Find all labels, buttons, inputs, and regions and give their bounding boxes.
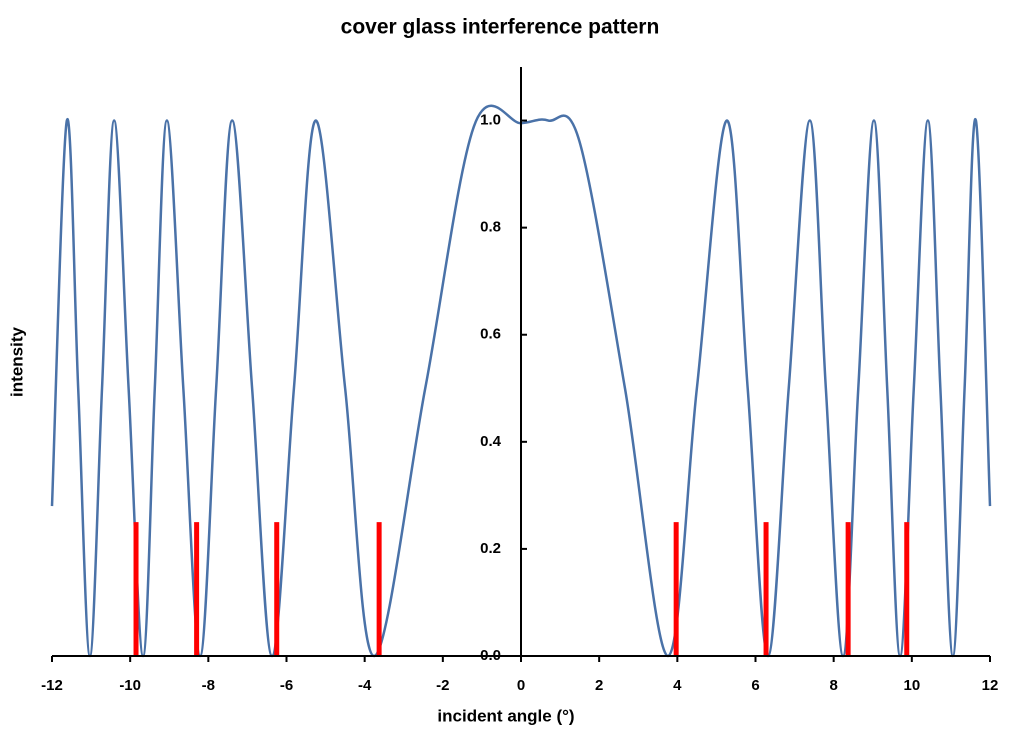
- x-tick-label: -10: [119, 677, 141, 694]
- y-tick-label: 0.6: [480, 326, 501, 343]
- x-tick-label: -6: [280, 677, 293, 694]
- y-tick-label: 1.0: [480, 112, 501, 129]
- x-tick-label: -12: [41, 677, 63, 694]
- x-tick-label: 4: [673, 677, 682, 694]
- x-tick-label: 6: [751, 677, 759, 694]
- chart-title: cover glass interference pattern: [341, 16, 660, 39]
- y-tick-label: 0.2: [480, 540, 501, 557]
- x-tick-label: 10: [903, 677, 920, 694]
- curve: [50, 104, 992, 658]
- x-tick-label: -2: [436, 677, 449, 694]
- x-axis-label: incident angle (°): [437, 706, 574, 725]
- x-tick-label: -4: [358, 677, 372, 694]
- x-tick-label: 8: [829, 677, 837, 694]
- y-axis-label: intensity: [7, 327, 26, 397]
- x-tick-label: -8: [202, 677, 215, 694]
- x-tick-label: 0: [517, 677, 525, 694]
- x-tick-label: 2: [595, 677, 603, 694]
- y-tick-label: 0.4: [480, 433, 502, 450]
- y-tick-label: 0.8: [480, 219, 501, 236]
- y-tick-label: 0.0: [480, 647, 501, 664]
- x-tick-label: 12: [982, 677, 999, 694]
